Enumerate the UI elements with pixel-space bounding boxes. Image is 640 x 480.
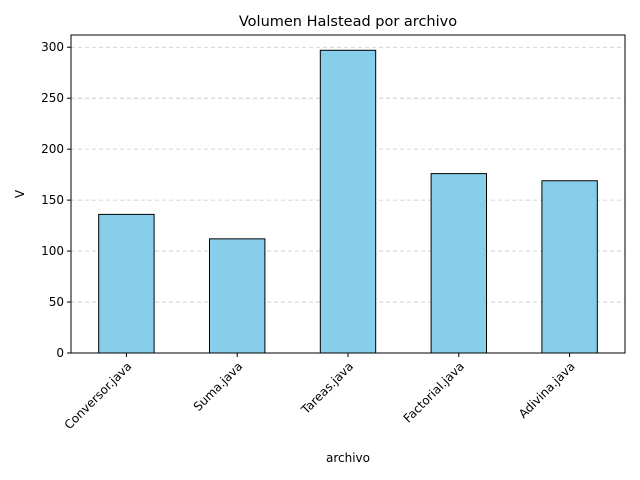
- chart-title: Volumen Halstead por archivo: [239, 14, 457, 30]
- y-tick-label: 200: [41, 142, 64, 156]
- y-tick-label: 150: [41, 193, 64, 207]
- bar: [98, 213, 155, 354]
- bar: [541, 180, 598, 354]
- y-tick-label: 50: [49, 295, 64, 309]
- bar-layer: [98, 49, 598, 354]
- y-tick-label: 250: [41, 91, 64, 105]
- y-tick-label: 300: [41, 40, 64, 54]
- x-axis-label: archivo: [326, 451, 370, 465]
- bar: [319, 49, 377, 354]
- bar: [430, 173, 488, 354]
- y-axis-label: V: [13, 189, 27, 198]
- y-tick-label: 0: [56, 346, 64, 360]
- bar: [209, 238, 266, 354]
- y-tick-label: 100: [41, 244, 64, 258]
- y-axis-ticks: 0 50 100 150 200 250 300: [41, 40, 71, 360]
